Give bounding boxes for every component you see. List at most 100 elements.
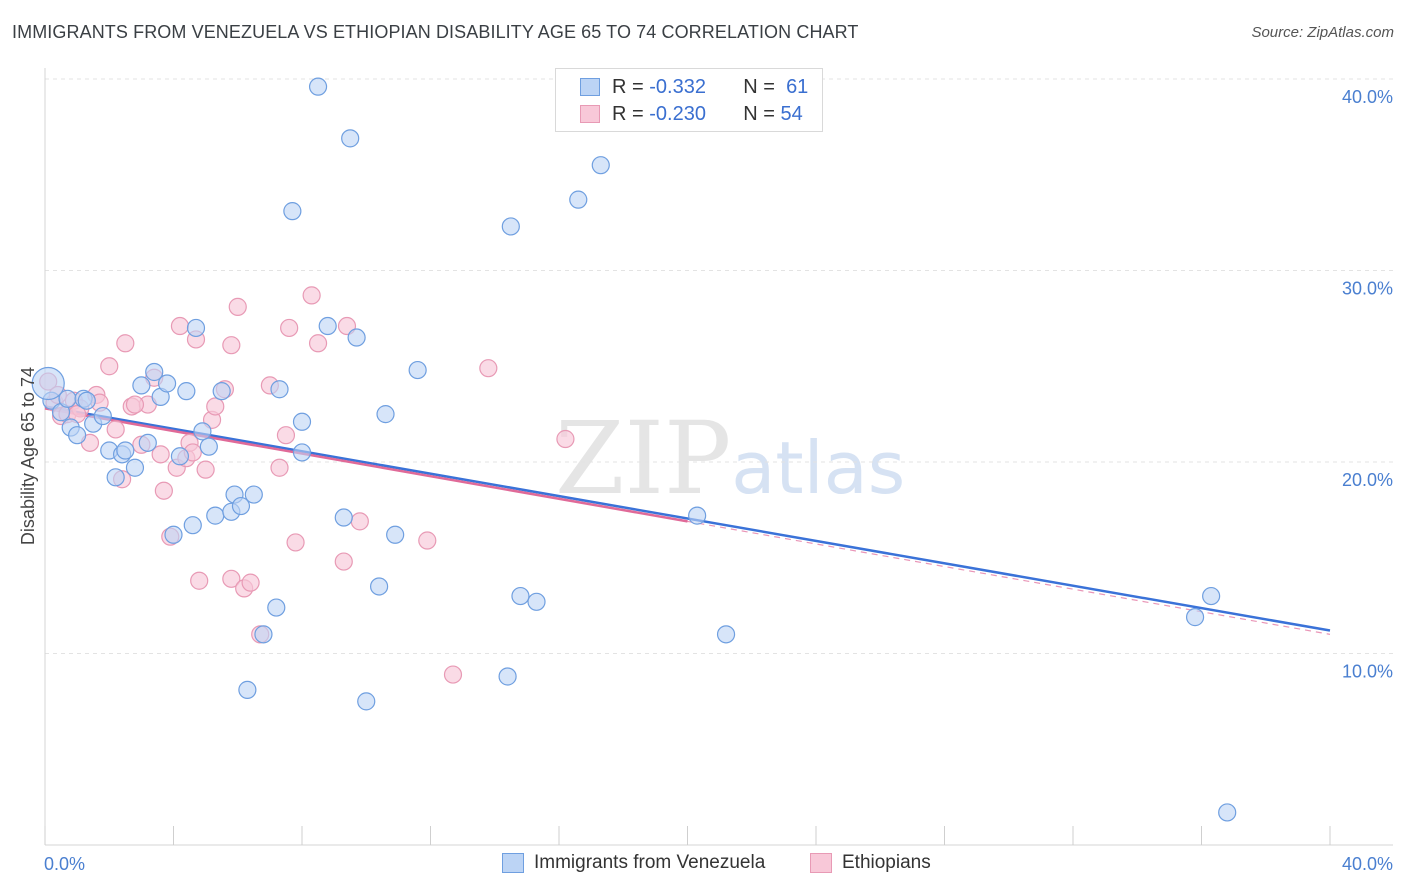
point-ethiopians [280,318,299,338]
venezuela-points [31,77,1237,822]
grid [45,78,1393,654]
point-venezuela [716,625,736,644]
point-ethiopians [302,286,321,305]
point-ethiopians [276,426,296,445]
point-venezuela [591,156,610,175]
legend-n-label: N = [743,75,775,98]
trend-ethiopians-extension [687,520,1331,635]
point-venezuela [267,598,286,617]
legend-r-label: R = [612,75,644,98]
legend-item-venezuela[interactable]: Immigrants from Venezuela [502,852,765,874]
point-ethiopians [286,533,305,552]
point-venezuela [254,625,273,644]
legend-row-ethiopians: R = -0.230 N = 54 [580,102,803,126]
point-venezuela [501,217,520,236]
point-venezuela [199,437,218,456]
trend-lines [44,405,1331,635]
point-ethiopians [116,334,135,353]
point-ethiopians [154,481,173,500]
stats-legend: R = -0.332 N = 61 R = -0.230 N = 54 [555,68,823,132]
point-venezuela [132,376,151,395]
legend-swatch-blue [502,853,524,873]
point-venezuela [283,202,302,221]
point-venezuela [341,129,360,148]
point-venezuela [270,380,289,399]
point-venezuela [357,692,376,711]
legend-swatch-pink [810,853,832,873]
x-tick-label: 0.0% [44,854,85,874]
point-ethiopians [100,357,119,376]
point-venezuela [125,458,145,477]
y-tick-label: 10.0% [1342,662,1393,682]
point-venezuela [77,391,96,410]
legend-label-ethiopians: Ethiopians [842,852,931,873]
point-ethiopians [196,460,215,479]
point-ethiopians [206,397,225,416]
point-ethiopians [418,531,437,550]
point-venezuela [212,382,231,401]
watermark-atlas: atlas [731,426,906,510]
point-ethiopians [443,665,463,684]
point-ethiopians [479,359,498,378]
point-venezuela [511,586,530,606]
point-ethiopians [556,429,575,449]
legend-label-venezuela: Immigrants from Venezuela [534,852,766,873]
point-ethiopians [222,569,241,588]
legend-n-value: 61 [786,75,809,98]
y-tick-label: 40.0% [1342,87,1393,107]
point-venezuela [347,328,366,347]
watermark: ZIPatlas [555,400,905,517]
ethiopians-points [39,286,575,684]
point-ethiopians [270,458,289,477]
legend-r-label: R = [612,102,644,125]
point-venezuela [370,577,389,596]
point-venezuela [1218,803,1237,822]
point-venezuela [186,318,206,338]
axes [44,68,1393,846]
legend-swatch-blue [580,78,600,96]
point-venezuela [334,508,353,527]
point-venezuela [177,382,196,401]
point-venezuela [244,485,263,504]
point-venezuela [116,441,135,460]
point-venezuela [138,433,157,452]
point-venezuela [206,506,225,525]
point-venezuela [1202,586,1221,606]
legend-n-value: 54 [780,102,803,125]
point-ethiopians [241,573,260,592]
point-venezuela [231,496,251,516]
point-venezuela [68,426,87,445]
y-axis-label: Disability Age 65 to 74 [18,367,38,545]
legend-n-label: N = [743,102,775,125]
y-tick-label: 20.0% [1342,470,1393,490]
point-venezuela [170,447,190,466]
point-ethiopians [106,420,125,439]
series-legend: Immigrants from Venezuela Ethiopians [0,850,1406,878]
chart-title: IMMIGRANTS FROM VENEZUELA VS ETHIOPIAN D… [12,22,859,42]
point-venezuela [308,77,328,96]
point-ethiopians [190,571,209,590]
point-venezuela [498,667,517,686]
point-venezuela [569,190,588,209]
point-venezuela [292,443,312,462]
point-ethiopians [170,316,190,336]
point-venezuela [386,525,405,544]
point-ethiopians [350,512,369,531]
legend-row-venezuela: R = -0.332 N = 61 [580,75,808,99]
legend-r-value: -0.230 [649,102,706,125]
point-venezuela [376,405,395,424]
point-ethiopians [151,445,170,464]
legend-item-ethiopians[interactable]: Ethiopians [810,852,931,874]
point-ethiopians [228,297,247,316]
point-venezuela [164,525,183,544]
point-venezuela [31,366,65,401]
y-tick-label: 30.0% [1342,279,1393,299]
trend-venezuela [44,405,1331,632]
axis-labels: 10.0% 20.0% 30.0% 40.0% 0.0% 40.0% Disability … [18,87,1393,874]
point-venezuela [238,680,257,699]
point-venezuela [688,506,707,525]
legend-r-value: -0.332 [649,75,706,98]
point-venezuela [527,592,546,611]
trend-ethiopians [44,407,688,523]
